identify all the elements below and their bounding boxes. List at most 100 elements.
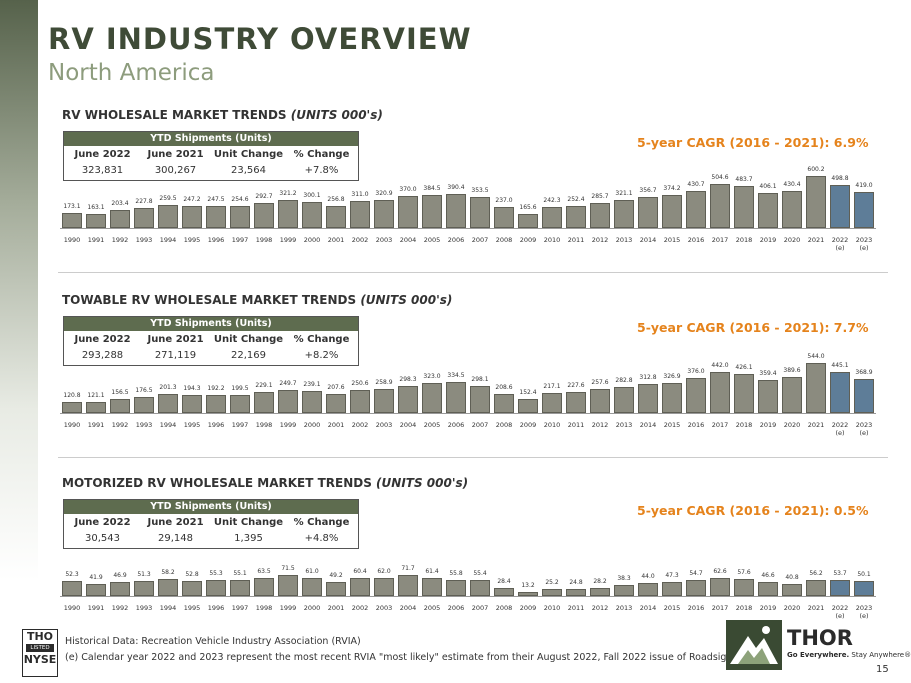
x-tick-label: 1992 xyxy=(111,236,129,244)
x-tick-label: 1998 xyxy=(255,421,273,429)
table-header: June 2021 xyxy=(147,149,204,160)
table-header: June 2022 xyxy=(74,517,131,528)
value-label: 121.1 xyxy=(87,391,105,399)
bar xyxy=(638,384,658,413)
value-label: 49.2 xyxy=(329,571,343,579)
x-tick-label: 1997 xyxy=(231,604,249,612)
bar xyxy=(230,205,250,228)
table-cell: +4.8% xyxy=(304,533,339,544)
value-label: 55.1 xyxy=(233,570,247,578)
icon-mountain xyxy=(738,648,770,664)
value-label: 312.8 xyxy=(639,374,657,382)
value-label: 498.8 xyxy=(831,174,849,182)
x-tick-label: 2021 xyxy=(807,421,825,429)
x-tick-label: 2014 xyxy=(639,604,657,612)
x-tick-label: 2009 xyxy=(519,604,537,612)
bar xyxy=(110,582,130,596)
bar xyxy=(830,580,850,596)
x-tick-label: 2023 (e) xyxy=(855,604,873,620)
value-label: 194.3 xyxy=(183,385,201,393)
x-tick-label: 2007 xyxy=(471,236,489,244)
x-tick-label: 1994 xyxy=(159,236,177,244)
chart-title-units: (UNITS 000's) xyxy=(376,476,469,490)
nyse-listed: LISTED xyxy=(26,644,54,652)
x-tick-label: 1998 xyxy=(255,604,273,612)
x-tick-label: 2008 xyxy=(495,604,513,612)
ytd-table: YTD Shipments (Units) June 2022 293,288 Jun… xyxy=(63,316,359,366)
bar xyxy=(614,386,634,413)
value-label: 242.3 xyxy=(543,196,561,204)
x-tick-label: 1994 xyxy=(159,421,177,429)
bar xyxy=(206,395,226,413)
x-tick-label: 1996 xyxy=(207,604,225,612)
bar xyxy=(830,184,850,228)
x-tick-label: 2015 xyxy=(663,421,681,429)
bar xyxy=(134,396,154,413)
x-tick-label: 2004 xyxy=(399,236,417,244)
bar xyxy=(782,584,802,596)
value-label: 227.8 xyxy=(135,198,153,206)
bar xyxy=(86,401,106,413)
baseline xyxy=(60,596,876,597)
bar xyxy=(158,579,178,596)
value-label: 353.5 xyxy=(471,187,489,195)
bar xyxy=(110,210,130,228)
value-label: 54.7 xyxy=(689,570,703,578)
x-tick-label: 2013 xyxy=(615,604,633,612)
table-header: % Change xyxy=(293,517,350,528)
ytd-table: YTD Shipments (Units) June 2022 30,543 June… xyxy=(63,499,359,549)
value-label: 326.9 xyxy=(663,372,681,380)
bar xyxy=(734,373,754,413)
x-tick-label: 2022 (e) xyxy=(831,604,849,620)
value-label: 44.0 xyxy=(641,573,655,581)
bar xyxy=(686,190,706,228)
x-tick-label: 2011 xyxy=(567,236,585,244)
x-tick-label: 1994 xyxy=(159,604,177,612)
x-tick-label: 2012 xyxy=(591,236,609,244)
x-tick-label: 2020 xyxy=(783,236,801,244)
table-cell: 300,267 xyxy=(154,165,197,176)
bar xyxy=(254,577,274,596)
x-tick-label: 1992 xyxy=(111,604,129,612)
value-label: 442.0 xyxy=(711,362,729,370)
table-header: June 2022 xyxy=(74,334,131,345)
bar xyxy=(422,578,442,596)
bar xyxy=(326,393,346,413)
x-tick-label: 2012 xyxy=(591,421,609,429)
x-tick-label: 2001 xyxy=(327,604,345,612)
x-tick-label: 2006 xyxy=(447,421,465,429)
value-label: 298.1 xyxy=(471,375,489,383)
value-label: 62.6 xyxy=(713,567,727,575)
value-label: 359.4 xyxy=(759,369,777,377)
x-tick-label: 2017 xyxy=(711,236,729,244)
value-label: 249.7 xyxy=(279,380,297,388)
value-label: 376.0 xyxy=(687,368,705,376)
bar xyxy=(446,579,466,596)
table-header: June 2022 xyxy=(74,149,131,160)
value-label: 239.1 xyxy=(303,381,321,388)
x-tick-label: 2000 xyxy=(303,604,321,612)
x-tick-label: 2006 xyxy=(447,236,465,244)
x-tick-label: 1991 xyxy=(87,604,105,612)
bar xyxy=(734,185,754,228)
value-label: 152.4 xyxy=(519,388,537,396)
x-tick-label: 2018 xyxy=(735,421,753,429)
cagr-label: 5-year CAGR (2016 - 2021): 0.5% xyxy=(637,503,869,518)
value-label: 321.1 xyxy=(615,190,633,198)
bar xyxy=(566,206,586,228)
x-tick-label: 2003 xyxy=(375,236,393,244)
value-label: 71.7 xyxy=(401,565,415,573)
value-label: 237.0 xyxy=(495,197,513,205)
value-label: 334.5 xyxy=(447,372,465,380)
x-tick-label: 2013 xyxy=(615,236,633,244)
value-label: 61.4 xyxy=(425,568,439,576)
x-tick-label: 2020 xyxy=(783,421,801,429)
bar xyxy=(710,577,730,596)
x-tick-label: 2000 xyxy=(303,236,321,244)
value-label: 46.6 xyxy=(761,572,775,580)
bar xyxy=(230,394,250,413)
x-tick-label: 2016 xyxy=(687,604,705,612)
bar xyxy=(614,584,634,596)
value-label: 55.3 xyxy=(209,569,223,577)
